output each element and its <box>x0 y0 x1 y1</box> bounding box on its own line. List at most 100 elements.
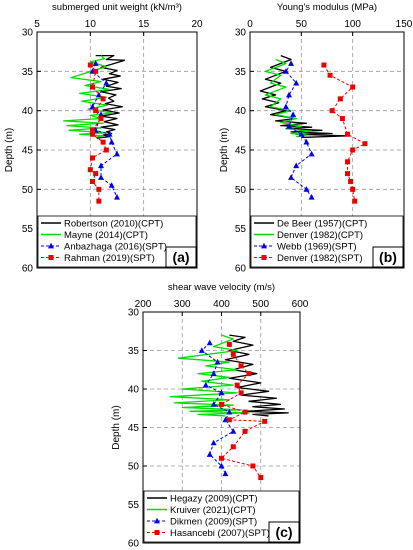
y-tick-label: 40 <box>128 385 140 396</box>
data-point-triangle <box>214 358 221 365</box>
data-point-square <box>87 62 93 68</box>
x-tick-label: 200 <box>135 299 152 310</box>
data-point-triangle <box>89 103 96 110</box>
legend-label: Denver (1982)(SPT) <box>277 253 363 264</box>
data-point-square <box>93 68 99 74</box>
data-point-square <box>89 84 95 90</box>
data-point-square <box>100 139 106 145</box>
legend-label: Hegazy (2009)(CPT) <box>170 494 258 505</box>
data-point-triangle <box>293 79 300 86</box>
legend-marker-square <box>261 255 267 260</box>
panel-label: (b) <box>372 246 404 268</box>
y-axis-title: Depth (m) <box>4 128 15 172</box>
data-point-triangle <box>290 111 297 117</box>
y-tick-label: 45 <box>128 423 140 434</box>
legend-label: Webb (1969)(SPT) <box>277 242 357 253</box>
data-point-triangle <box>114 194 120 200</box>
data-point-square <box>350 186 356 192</box>
data-point-square <box>258 475 264 481</box>
data-point-square <box>219 455 224 461</box>
data-point-triangle <box>293 162 300 169</box>
y-tick-label: 45 <box>235 146 247 157</box>
x-tick-label: 5 <box>34 19 40 30</box>
data-point-triangle <box>198 347 205 353</box>
legend-label: Hasancebi (2007)(SPT) <box>170 528 270 539</box>
legend-label: De Beer (1957)(CPT) <box>277 219 367 230</box>
legend-label: Anbazhaga (2016)(SPT) <box>64 242 167 253</box>
data-point-square <box>238 363 244 369</box>
panel-label-box <box>372 246 404 268</box>
data-point-triangle <box>288 60 295 66</box>
chart-panel-3: 200 300 400 500 600 30 35 40 45 50 55 60 shear wave … <box>111 282 309 550</box>
data-point-triangle <box>206 339 213 346</box>
y-tick-label: 50 <box>22 185 34 196</box>
series-line <box>89 64 107 202</box>
legend-label: Denver (1982)(CPT) <box>277 230 363 241</box>
legend-label: Robertson (2010)(CPT) <box>64 219 163 230</box>
data-point-triangle <box>286 91 293 98</box>
data-point-triangle <box>103 79 110 86</box>
data-point-square <box>262 418 268 424</box>
data-point-square <box>327 72 333 78</box>
data-point-triangle <box>206 451 213 457</box>
data-point-square <box>321 62 327 68</box>
data-point-triangle <box>298 131 305 137</box>
y-axis-title: Depth (m) <box>219 128 230 172</box>
legend-marker-square <box>154 530 160 535</box>
data-point-triangle <box>108 138 115 145</box>
data-point-triangle <box>286 123 293 129</box>
x-tick-label: 50 <box>296 19 308 30</box>
data-point-triangle <box>226 408 233 415</box>
data-point-triangle <box>108 182 115 188</box>
y-tick-label: 35 <box>128 346 140 357</box>
data-point-square <box>89 178 95 184</box>
y-tick-label: 30 <box>128 308 140 319</box>
y-axis-title: Depth (m) <box>111 405 122 449</box>
y-tick-label: 30 <box>235 28 247 39</box>
data-point-square <box>226 417 232 423</box>
panel-label-text: (b) <box>379 249 397 265</box>
data-point-triangle <box>106 131 113 137</box>
data-point-square <box>87 167 93 173</box>
data-point-square <box>339 116 345 122</box>
data-point-triangle <box>202 381 209 388</box>
data-point-triangle <box>222 470 229 477</box>
data-point-triangle <box>288 174 295 180</box>
legend-marker-triangle <box>154 517 160 524</box>
panel-label-text: (a) <box>172 249 189 265</box>
x-tick-label: 15 <box>138 19 150 30</box>
data-point-square <box>242 428 248 434</box>
x-tick-label: 400 <box>213 299 230 310</box>
y-tick-label: 40 <box>22 106 34 117</box>
data-point-square <box>93 171 99 177</box>
data-point-triangle <box>210 370 217 376</box>
panel-label-box <box>268 521 300 543</box>
x-tick-label: 0 <box>247 19 253 30</box>
data-point-square <box>345 171 351 177</box>
data-point-square <box>93 108 99 114</box>
data-point-square <box>96 198 102 204</box>
legend-label: Mayne (2014)(CPT) <box>64 230 148 241</box>
data-point-triangle <box>282 68 289 74</box>
x-tick-label: 20 <box>191 19 203 30</box>
data-point-square <box>226 341 232 347</box>
panel-label-text: (c) <box>275 524 292 540</box>
legend-marker-square <box>48 255 54 260</box>
data-point-square <box>89 127 95 133</box>
data-point-triangle <box>98 174 104 180</box>
data-point-square <box>362 141 368 147</box>
x-tick-label: 10 <box>85 19 97 30</box>
x-axis-title: Young's modulus (MPa) <box>277 2 377 13</box>
data-point-square <box>329 108 335 114</box>
y-tick-label: 40 <box>235 106 247 117</box>
y-tick-label: 55 <box>22 224 34 235</box>
legend-label: Kruiver (2021)(CPT) <box>170 505 256 516</box>
legend: De Beer (1957)(CPT)Denver (1982)(CPT)Web… <box>250 215 404 268</box>
panel-label: (c) <box>268 521 300 543</box>
legend-marker-triangle <box>261 242 267 249</box>
y-tick-label: 30 <box>22 28 34 39</box>
panel-label: (a) <box>165 246 197 268</box>
data-point-square <box>100 96 106 102</box>
data-point-square <box>89 155 95 161</box>
